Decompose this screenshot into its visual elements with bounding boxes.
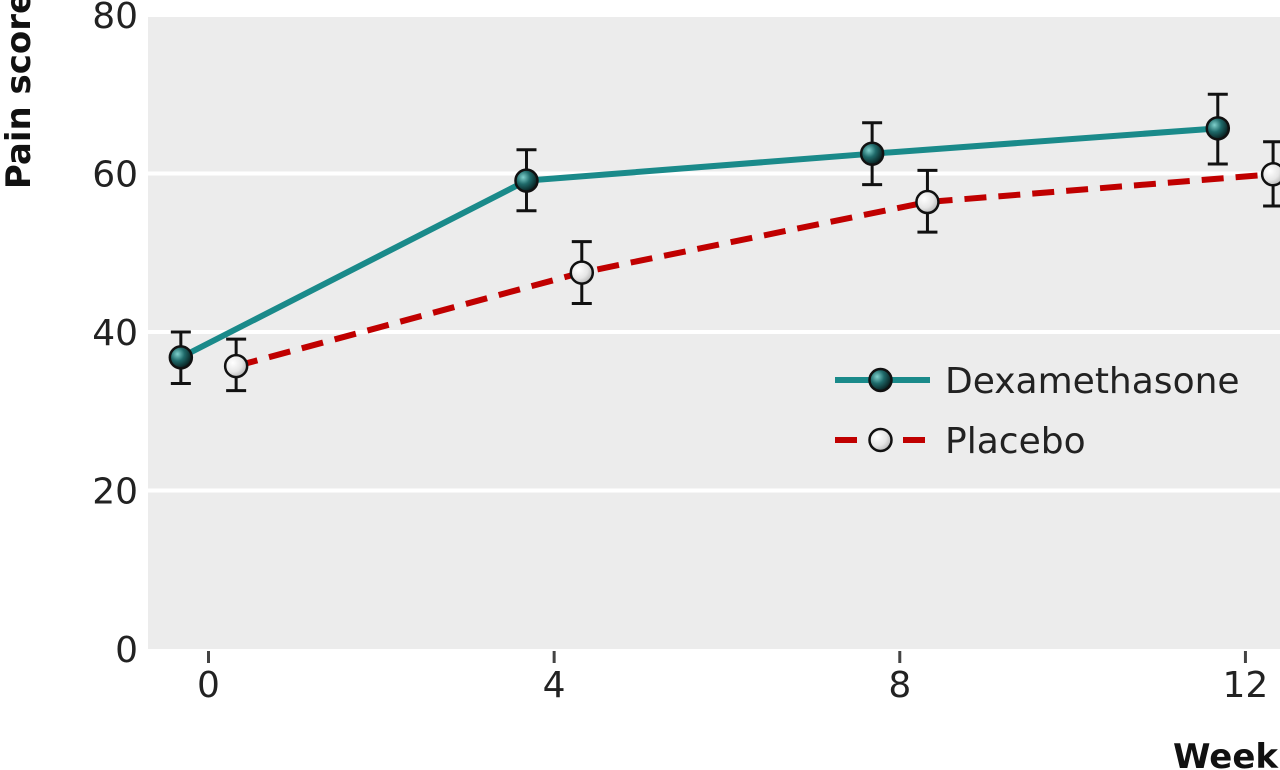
data-point-dexamethasone: [168, 345, 194, 370]
series-lines: [179, 125, 1274, 369]
legend: Dexamethasone Placebo: [835, 361, 1240, 462]
data-points: [168, 116, 1280, 379]
data-point-dexamethasone: [514, 168, 539, 193]
error-bars: [170, 92, 1280, 393]
series-line-dexamethasone: [179, 125, 1219, 361]
legend-label-dexamethasone: Dexamethasone: [945, 361, 1240, 402]
data-point-dexamethasone: [1205, 116, 1231, 141]
y-axis-title: Pain score: [0, 0, 39, 189]
data-point-placebo: [569, 260, 595, 285]
x-axis-title: Week: [1173, 737, 1279, 770]
x-tick-label: 0: [197, 665, 220, 706]
data-point-placebo: [1260, 162, 1280, 187]
x-axis-ticks: 0 4 8 12: [197, 651, 1268, 706]
x-tick-label: 12: [1223, 665, 1269, 706]
data-point-dexamethasone: [859, 141, 885, 166]
data-point-placebo: [915, 189, 940, 215]
data-point-placebo: [223, 353, 249, 379]
legend-marker-dexamethasone: [868, 367, 893, 393]
x-tick-label: 4: [543, 665, 566, 706]
y-tick-label: 80: [92, 0, 138, 37]
series-line-placebo: [235, 171, 1274, 369]
x-tick-label: 8: [888, 665, 911, 706]
y-axis-ticks: 0 20 40 60 80: [92, 0, 138, 671]
y-tick-label: 60: [92, 155, 138, 196]
gridlines: [148, 13, 1280, 493]
y-tick-label: 20: [92, 472, 138, 513]
legend-marker-placebo: [868, 427, 893, 453]
y-tick-label: 40: [92, 313, 138, 354]
y-tick-label: 0: [115, 630, 138, 671]
legend-label-placebo: Placebo: [945, 421, 1086, 462]
